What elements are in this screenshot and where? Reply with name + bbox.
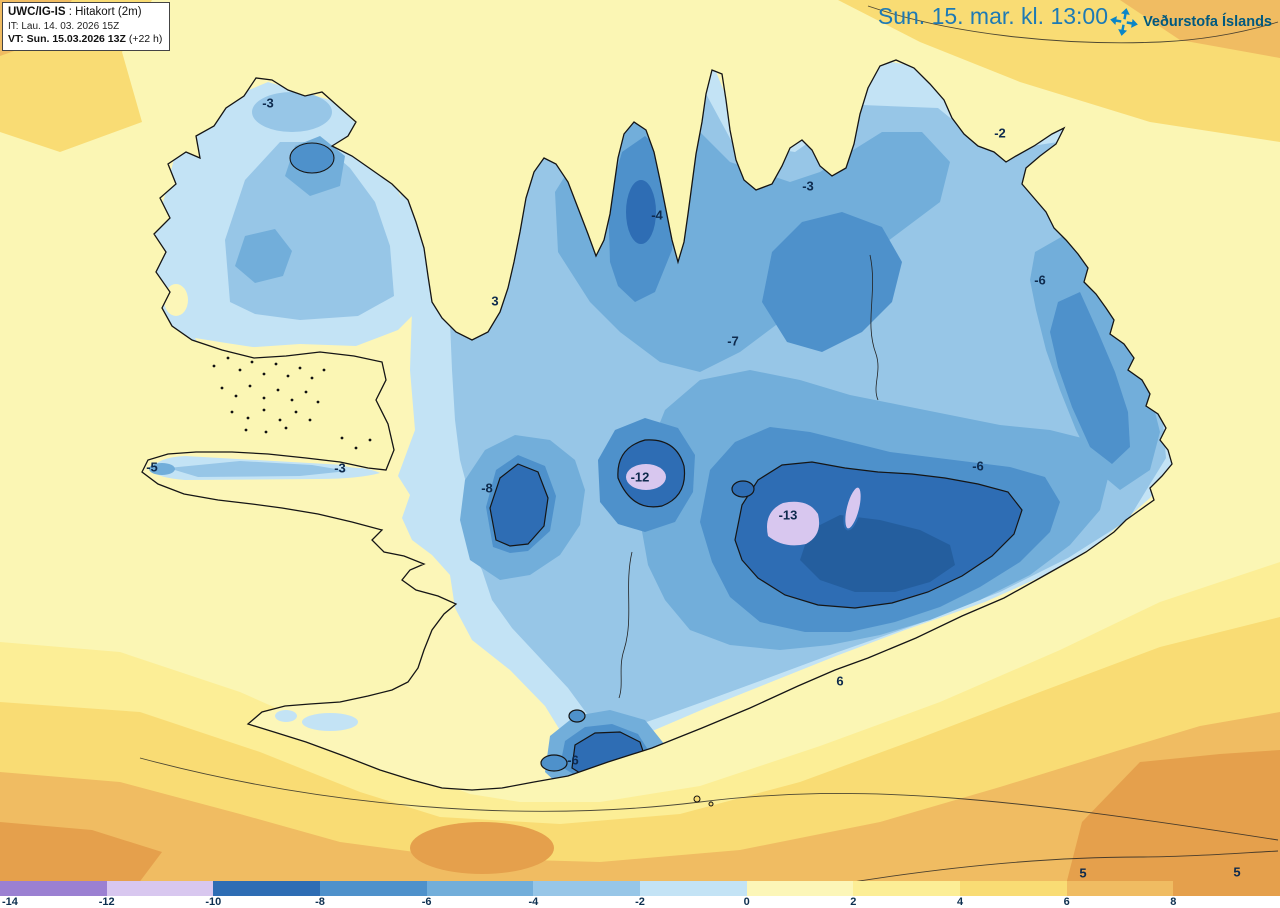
vedurstofa-logo: Veðurstofa Íslands (1109, 7, 1272, 37)
scale-tick: -2 (635, 896, 645, 908)
scale-segment (320, 881, 427, 896)
temp-label: -3 (334, 460, 346, 476)
scale-tick: -10 (205, 896, 222, 908)
extreme-cold-cores (626, 464, 863, 546)
temp-label: -6 (567, 752, 579, 768)
scale-tick: 8 (1170, 896, 1177, 908)
scale-segment (640, 881, 747, 896)
temp-label: -3 (802, 178, 814, 194)
scale-segment (533, 881, 641, 896)
langjokull-glacier-contour (489, 463, 549, 547)
valid-time: VT: Sun. 15.03.2026 13Z (8, 32, 126, 45)
valid-time-line: VT: Sun. 15.03.2026 13Z (+22 h) (8, 33, 162, 47)
scale-segment (106, 881, 214, 896)
temp-label: 6 (836, 673, 844, 689)
temp-label: -4 (651, 207, 663, 223)
scale-tick: 0 (743, 896, 750, 908)
eyjafjallajokull-contour (540, 754, 568, 772)
temp-label: -8 (481, 480, 493, 496)
valid-offset: (+22 h) (125, 32, 163, 45)
temperature-scale-ticks: -14 -12 -10 -8 -6 -4 -2 0 2 4 6 8 (0, 896, 1280, 908)
scale-segment (213, 881, 321, 896)
product-name: : Hitakort (2m) (65, 6, 142, 18)
model-product-line: UWC/IG-IS : Hitakort (2m) (8, 5, 162, 20)
scale-segment (960, 881, 1067, 896)
temperature-scale: -14 -12 -10 -8 -6 -4 -2 0 2 4 6 8 (0, 881, 1280, 908)
temperature-scale-bar (0, 881, 1280, 896)
temperature-fill-layers (149, 60, 1172, 790)
scale-tick: 2 (850, 896, 857, 908)
temp-label: -6 (972, 458, 984, 474)
valid-datetime: Sun. 15. mar. kl. 13:00 (877, 3, 1108, 29)
scale-tick: 6 (1063, 896, 1070, 908)
drangajokull-glacier-contour (289, 142, 335, 174)
iceland-coastline (141, 59, 1173, 791)
scale-tick: -6 (421, 896, 432, 908)
temp-label: -12 (630, 469, 650, 485)
scale-segment (1173, 881, 1280, 896)
scale-segment (1066, 881, 1174, 896)
scale-tick: 4 (956, 896, 964, 908)
rivers (618, 254, 879, 699)
temp-label: 5 (1233, 864, 1241, 880)
temp-label: -7 (727, 333, 739, 349)
temp-label: -13 (778, 507, 798, 523)
vedurstofa-logo-icon (1110, 8, 1138, 36)
vatnajokull-coldest-area (800, 515, 955, 592)
scale-tick: -12 (98, 896, 115, 908)
offshore-islands (693, 795, 714, 807)
island-dots (212, 356, 372, 450)
scale-tick: -8 (315, 896, 325, 908)
model-name: UWC/IG-IS (8, 6, 66, 18)
init-time-line: IT: Lau. 14. 03. 2026 15Z (8, 20, 120, 32)
model-info-box: UWC/IG-IS : Hitakort (2m) IT: Lau. 14. 0… (2, 2, 171, 51)
temp-label: 5 (1079, 865, 1087, 881)
scale-tick: -14 (2, 896, 18, 908)
scale-tick: -4 (528, 896, 539, 908)
scale-segment (853, 881, 961, 896)
temp-label: -5 (146, 459, 158, 475)
trollaskagi-cold-core (626, 180, 656, 244)
scale-segment (746, 881, 854, 896)
temp-label: -6 (1034, 272, 1046, 288)
sea-isotherm-contours (139, 5, 1279, 887)
temp-label: 3 (491, 293, 499, 309)
scale-segment (0, 881, 107, 896)
vedurstofa-logo-text: Veðurstofa Íslands (1143, 14, 1272, 30)
temp-label: -3 (262, 95, 274, 111)
temp-label: -2 (994, 125, 1006, 141)
scale-segment (426, 881, 534, 896)
